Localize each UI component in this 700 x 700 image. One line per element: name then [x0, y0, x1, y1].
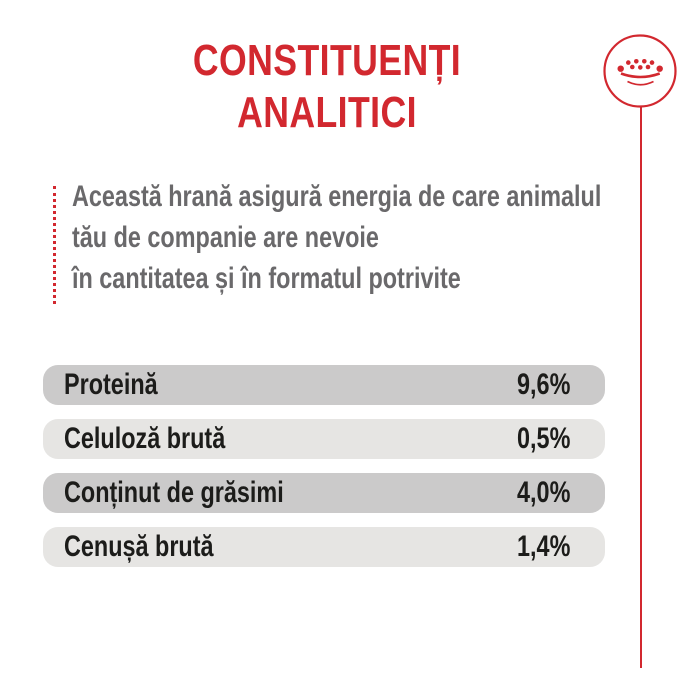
intro-line: în cantitatea și în formatul potrivite: [72, 262, 461, 295]
table-row-protein: Proteină 9,6%: [43, 365, 605, 405]
brand-logo: [602, 33, 678, 109]
table-row-fat-content: Conținut de grăsimi 4,0%: [43, 473, 605, 513]
row-label: Proteină: [64, 368, 158, 401]
row-value: 4,0%: [516, 476, 570, 509]
crown-icon: [603, 34, 677, 108]
row-value: 1,4%: [516, 530, 570, 563]
vertical-rule: [640, 107, 642, 668]
row-value: 0,5%: [516, 422, 570, 455]
page-title-line2: ANALITICI: [237, 88, 417, 137]
table-row-crude-fibre: Celuloză brută 0,5%: [43, 419, 605, 459]
page-title-line1: CONSTITUENȚI: [192, 36, 462, 85]
constituents-table: Proteină 9,6% Celuloză brută 0,5% Conțin…: [43, 365, 605, 581]
intro-line: tău de companie are nevoie: [72, 221, 379, 254]
table-row-crude-ash: Cenușă brută 1,4%: [43, 527, 605, 567]
page-title: CONSTITUENȚI ANALITICI: [54, 35, 600, 139]
intro-text: Această hrană asigură energia de care an…: [72, 176, 700, 299]
row-value: 9,6%: [516, 368, 570, 401]
row-label: Celuloză brută: [64, 422, 226, 455]
dotted-rule: [53, 186, 56, 304]
row-label: Conținut de grăsimi: [64, 476, 284, 509]
intro-line: Această hrană asigură energia de care an…: [72, 180, 602, 213]
row-label: Cenușă brută: [64, 530, 214, 563]
